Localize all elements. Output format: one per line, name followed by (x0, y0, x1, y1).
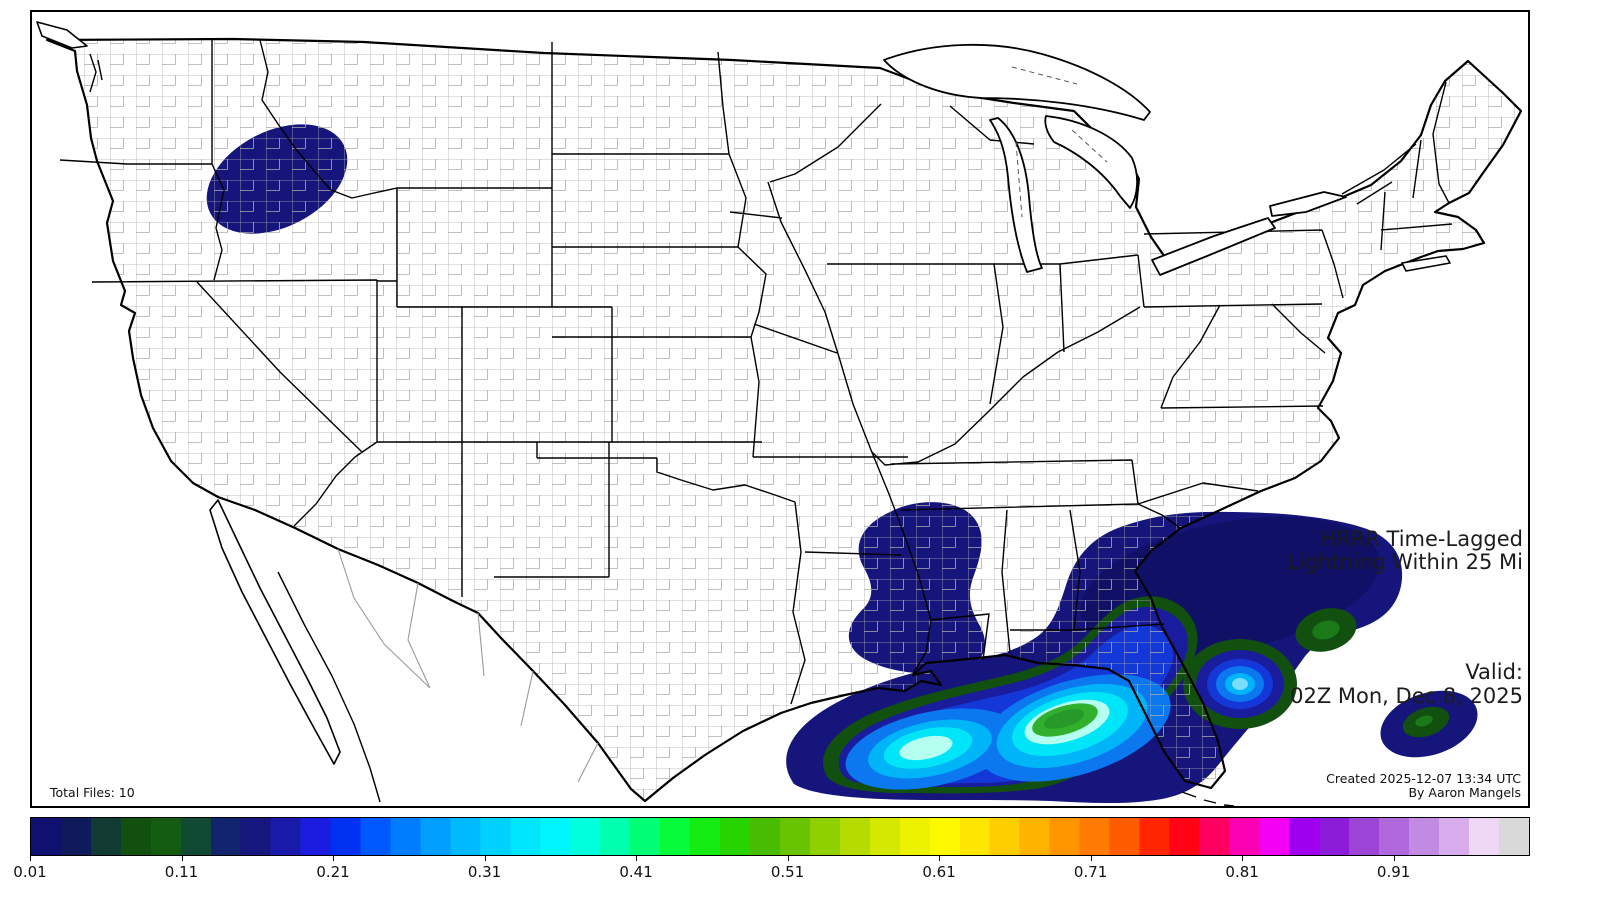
credit-block: Created 2025-12-07 13:34 UTC By Aaron Ma… (1326, 772, 1521, 800)
valid-datetime: 02Z Mon, Dec 8, 2025 (1290, 684, 1523, 708)
state-boundaries (59, 39, 1453, 705)
contour-gulf-east-green-core-inner (1043, 709, 1085, 729)
colorbar-tick-label: 0.91 (1376, 863, 1411, 881)
st-lawrence-lines (1341, 143, 1417, 205)
colorbar-tick-label: 0.71 (1073, 863, 1108, 881)
lake-superior (883, 43, 1151, 121)
baja-california (209, 499, 341, 765)
lake-erie (1151, 217, 1276, 276)
lake-huron (1044, 115, 1138, 209)
mexico-mainland-coast (277, 571, 381, 803)
colorbar-tick-label: 0.61 (922, 863, 956, 881)
mexico-state-lines (337, 548, 599, 783)
colorbar-gradient (30, 817, 1530, 856)
colorbar-tick-mark (636, 856, 638, 861)
valid-time: Valid: 02Z Mon, Dec 8, 2025 (1290, 660, 1523, 708)
vancouver-island (36, 21, 88, 49)
map-title: HRRR Time-Lagged Lightning Within 25 Mi (1287, 528, 1523, 574)
colorbar-tick-mark (181, 856, 183, 861)
colorbar-tick-mark (1090, 856, 1092, 861)
colorbar-tick-mark (939, 856, 941, 861)
total-files: Total Files: 10 (50, 785, 135, 800)
contour-atlantic-spot-center (1232, 678, 1248, 690)
lake-michigan (989, 117, 1043, 273)
colorbar-tick-mark (484, 856, 486, 861)
colorbar-tick-label: 0.01 (13, 863, 47, 881)
great-lakes (883, 43, 1347, 276)
lake-ontario (1269, 191, 1347, 217)
map-title-line2: Lightning Within 25 Mi (1287, 550, 1523, 574)
map-frame: HRRR Time-Lagged Lightning Within 25 Mi … (30, 10, 1530, 808)
colorbar-tick-label: 0.81 (1225, 863, 1259, 881)
lake-border-dashes (1011, 66, 1108, 218)
florida-keys (1181, 791, 1235, 806)
contour-green-spot-core (1312, 620, 1340, 640)
author: By Aaron Mangels (1408, 785, 1521, 800)
contour-gulf-west-palecore (899, 735, 953, 761)
map-title-line1: HRRR Time-Lagged (1320, 527, 1523, 551)
canada-mexico-detail (36, 21, 1451, 806)
colorbar-tick-label: 0.51 (770, 863, 805, 881)
contour-atlantic-small-cell-core (1415, 715, 1433, 727)
colorbar-tick-label: 0.41 (619, 863, 653, 881)
conus-lightning-map (36, 21, 1523, 806)
colorbar-tick-label: 0.31 (467, 863, 502, 881)
colorbar-tick-label: 0.21 (316, 863, 350, 881)
colorbar-tick-mark (787, 856, 789, 861)
colorbar-tick-mark (1242, 856, 1244, 861)
created-timestamp: Created 2025-12-07 13:34 UTC (1326, 771, 1521, 786)
probability-colorbar: 0.01 0.11 0.21 0.31 0.41 0.51 0.61 0.71 0.81 0.91 (13, 817, 1530, 897)
colorbar-ticks: 0.01 0.11 0.21 0.31 0.41 0.51 0.61 0.71 0.81 0.91 (13, 856, 1530, 896)
colorbar-tick-mark (333, 856, 335, 861)
colorbar-tick-mark (1393, 856, 1395, 861)
colorbar-tick-mark (30, 856, 31, 861)
puget-sound-lines (89, 53, 103, 93)
colorbar-tick-label: 0.11 (164, 863, 199, 881)
long-island (1401, 255, 1451, 272)
valid-label: Valid: (1465, 660, 1523, 684)
